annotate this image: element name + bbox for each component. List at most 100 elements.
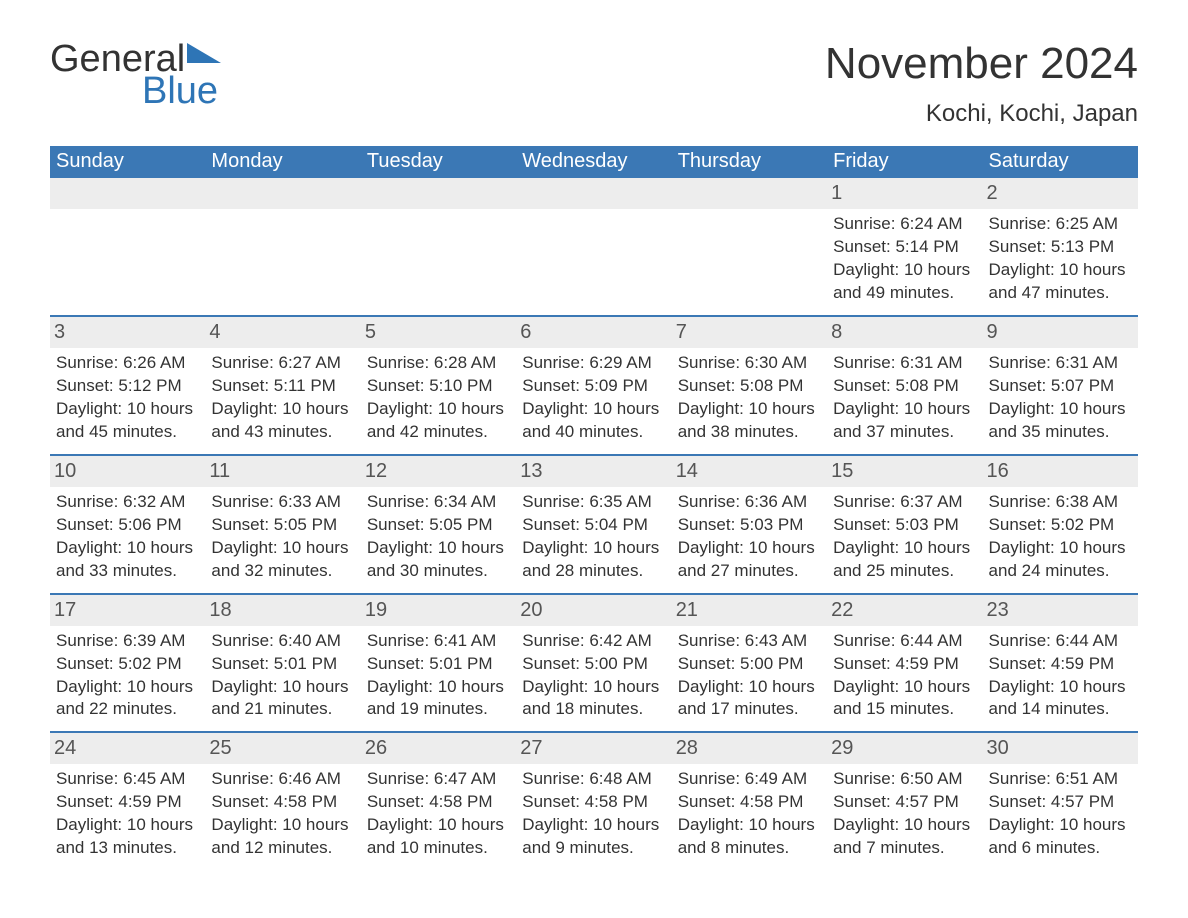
sunrise-value: Sunrise: 6:33 AM (211, 491, 354, 514)
daylight-value: Daylight: 10 hours and 21 minutes. (211, 676, 354, 722)
sunrise-value: Sunrise: 6:25 AM (989, 213, 1132, 236)
sunset-value: Sunset: 4:59 PM (989, 653, 1132, 676)
sunset-value: Sunset: 4:57 PM (833, 791, 976, 814)
day-number: 16 (983, 456, 1138, 487)
dow-thursday: Thursday (672, 146, 827, 178)
sunrise-value: Sunrise: 6:35 AM (522, 491, 665, 514)
calendar-day: 30 Sunrise: 6:51 AMSunset: 4:57 PMDayligh… (983, 733, 1138, 870)
day-number: 28 (672, 733, 827, 764)
calendar-week: 1Sunrise: 6:24 AMSunset: 5:14 PMDaylight… (50, 178, 1138, 315)
calendar-day: 5Sunrise: 6:28 AMSunset: 5:10 PMDaylight… (361, 317, 516, 454)
calendar-day: 13 Sunrise: 6:35 AMSunset: 5:04 PMDayligh… (516, 456, 671, 593)
daylight-value: Daylight: 10 hours and 28 minutes. (522, 537, 665, 583)
sunrise-value: Sunrise: 6:30 AM (678, 352, 821, 375)
sunrise-value: Sunrise: 6:43 AM (678, 630, 821, 653)
calendar-day: 26Sunrise: 6:47 AMSunset: 4:58 PMDayligh… (361, 733, 516, 870)
calendar-day-empty (50, 178, 205, 315)
sunrise-value: Sunrise: 6:29 AM (522, 352, 665, 375)
daylight-value: Daylight: 10 hours and 27 minutes. (678, 537, 821, 583)
header: General Blue November 2024 Kochi, Kochi,… (50, 40, 1138, 128)
day-number (361, 178, 516, 209)
day-number: 12 (361, 456, 516, 487)
daylight-value: Daylight: 10 hours and 22 minutes. (56, 676, 199, 722)
sunrise-value: Sunrise: 6:31 AM (989, 352, 1132, 375)
daylight-value: Daylight: 10 hours and 15 minutes. (833, 676, 976, 722)
location: Kochi, Kochi, Japan (825, 100, 1138, 128)
sunset-value: Sunset: 5:02 PM (989, 514, 1132, 537)
sunrise-value: Sunrise: 6:44 AM (833, 630, 976, 653)
sunrise-value: Sunrise: 6:41 AM (367, 630, 510, 653)
calendar-day: 28Sunrise: 6:49 AMSunset: 4:58 PMDayligh… (672, 733, 827, 870)
calendar-day: 2Sunrise: 6:25 AMSunset: 5:13 PMDaylight… (983, 178, 1138, 315)
sunset-value: Sunset: 5:05 PM (211, 514, 354, 537)
calendar-day-empty (205, 178, 360, 315)
calendar-day-empty (361, 178, 516, 315)
day-number: 9 (983, 317, 1138, 348)
dow-saturday: Saturday (983, 146, 1138, 178)
sunset-value: Sunset: 5:14 PM (833, 236, 976, 259)
sunrise-value: Sunrise: 6:24 AM (833, 213, 976, 236)
daylight-value: Daylight: 10 hours and 25 minutes. (833, 537, 976, 583)
sunset-value: Sunset: 4:59 PM (56, 791, 199, 814)
calendar-day: 6Sunrise: 6:29 AMSunset: 5:09 PMDaylight… (516, 317, 671, 454)
sunrise-value: Sunrise: 6:40 AM (211, 630, 354, 653)
day-number: 18 (205, 595, 360, 626)
daylight-value: Daylight: 10 hours and 32 minutes. (211, 537, 354, 583)
sunset-value: Sunset: 5:00 PM (522, 653, 665, 676)
daylight-value: Daylight: 10 hours and 12 minutes. (211, 814, 354, 860)
calendar-day: 1Sunrise: 6:24 AMSunset: 5:14 PMDaylight… (827, 178, 982, 315)
day-number: 20 (516, 595, 671, 626)
day-number: 30 (983, 733, 1138, 764)
days-of-week-header: Sunday Monday Tuesday Wednesday Thursday… (50, 146, 1138, 178)
sunrise-value: Sunrise: 6:39 AM (56, 630, 199, 653)
sunrise-value: Sunrise: 6:32 AM (56, 491, 199, 514)
day-number: 5 (361, 317, 516, 348)
day-number: 13 (516, 456, 671, 487)
day-number: 17 (50, 595, 205, 626)
calendar-week: 3Sunrise: 6:26 AMSunset: 5:12 PMDaylight… (50, 315, 1138, 454)
sunset-value: Sunset: 4:58 PM (211, 791, 354, 814)
sunset-value: Sunset: 5:04 PM (522, 514, 665, 537)
calendar-day: 3Sunrise: 6:26 AMSunset: 5:12 PMDaylight… (50, 317, 205, 454)
daylight-value: Daylight: 10 hours and 35 minutes. (989, 398, 1132, 444)
sunrise-value: Sunrise: 6:51 AM (989, 768, 1132, 791)
daylight-value: Daylight: 10 hours and 10 minutes. (367, 814, 510, 860)
calendar-day: 17Sunrise: 6:39 AMSunset: 5:02 PMDayligh… (50, 595, 205, 732)
daylight-value: Daylight: 10 hours and 13 minutes. (56, 814, 199, 860)
sunrise-value: Sunrise: 6:48 AM (522, 768, 665, 791)
sunset-value: Sunset: 5:09 PM (522, 375, 665, 398)
sunset-value: Sunset: 5:01 PM (367, 653, 510, 676)
sunrise-value: Sunrise: 6:42 AM (522, 630, 665, 653)
daylight-value: Daylight: 10 hours and 24 minutes. (989, 537, 1132, 583)
day-number: 7 (672, 317, 827, 348)
sunset-value: Sunset: 5:13 PM (989, 236, 1132, 259)
calendar-day-empty (516, 178, 671, 315)
sunset-value: Sunset: 4:57 PM (989, 791, 1132, 814)
daylight-value: Daylight: 10 hours and 43 minutes. (211, 398, 354, 444)
calendar-day: 20Sunrise: 6:42 AMSunset: 5:00 PMDayligh… (516, 595, 671, 732)
sunrise-value: Sunrise: 6:36 AM (678, 491, 821, 514)
daylight-value: Daylight: 10 hours and 6 minutes. (989, 814, 1132, 860)
sunrise-value: Sunrise: 6:31 AM (833, 352, 976, 375)
sunset-value: Sunset: 5:05 PM (367, 514, 510, 537)
daylight-value: Daylight: 10 hours and 38 minutes. (678, 398, 821, 444)
calendar-day: 10Sunrise: 6:32 AMSunset: 5:06 PMDayligh… (50, 456, 205, 593)
sunrise-value: Sunrise: 6:27 AM (211, 352, 354, 375)
day-number: 21 (672, 595, 827, 626)
daylight-value: Daylight: 10 hours and 33 minutes. (56, 537, 199, 583)
day-number: 29 (827, 733, 982, 764)
calendar-day: 14Sunrise: 6:36 AMSunset: 5:03 PMDayligh… (672, 456, 827, 593)
daylight-value: Daylight: 10 hours and 49 minutes. (833, 259, 976, 305)
calendar-day: 23Sunrise: 6:44 AMSunset: 4:59 PMDayligh… (983, 595, 1138, 732)
calendar-week: 24Sunrise: 6:45 AMSunset: 4:59 PMDayligh… (50, 731, 1138, 870)
daylight-value: Daylight: 10 hours and 7 minutes. (833, 814, 976, 860)
sunrise-value: Sunrise: 6:50 AM (833, 768, 976, 791)
brand-name-part2: Blue (142, 72, 221, 110)
daylight-value: Daylight: 10 hours and 40 minutes. (522, 398, 665, 444)
day-number: 26 (361, 733, 516, 764)
calendar-day: 12Sunrise: 6:34 AMSunset: 5:05 PMDayligh… (361, 456, 516, 593)
calendar-grid: 1Sunrise: 6:24 AMSunset: 5:14 PMDaylight… (50, 178, 1138, 870)
sunset-value: Sunset: 5:03 PM (833, 514, 976, 537)
sunset-value: Sunset: 4:59 PM (833, 653, 976, 676)
calendar-day: 9Sunrise: 6:31 AMSunset: 5:07 PMDaylight… (983, 317, 1138, 454)
